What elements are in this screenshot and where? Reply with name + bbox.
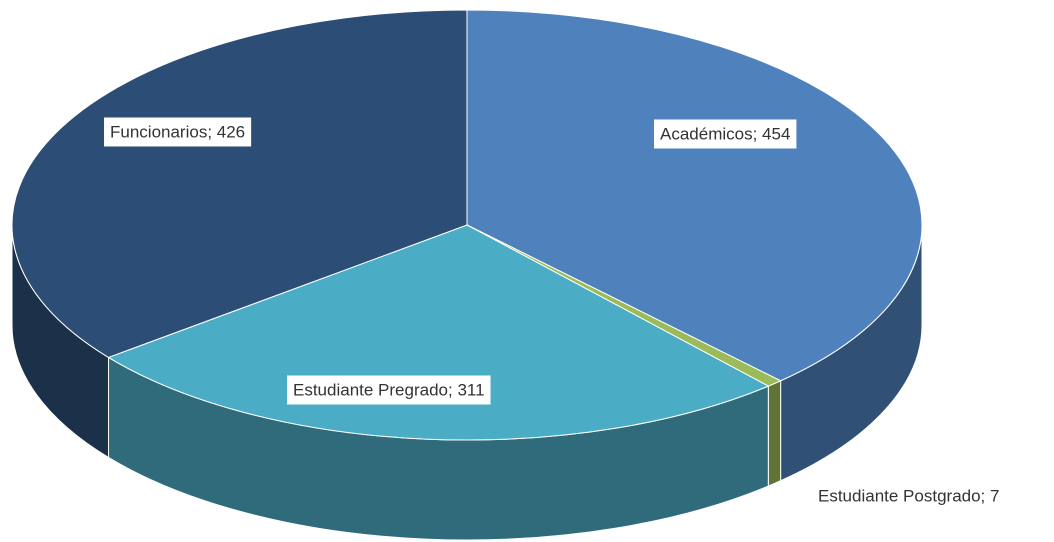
data-label: Estudiante Postgrado; 7	[818, 486, 999, 505]
label-box	[654, 119, 797, 149]
slice	[466, 9, 923, 382]
label-box	[104, 117, 252, 147]
slice	[11, 9, 468, 358]
data-label: Funcionarios; 426	[110, 122, 245, 141]
slice	[107, 224, 770, 441]
data-label: Académicos; 454	[660, 124, 790, 143]
label-box	[287, 375, 491, 405]
data-label: Estudiante Pregrado; 311	[293, 380, 485, 399]
slice-side	[767, 379, 782, 487]
